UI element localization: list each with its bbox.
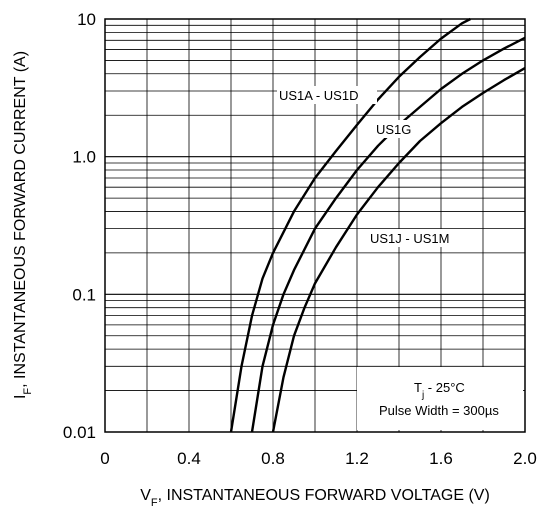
series-label-us1j-us1m: US1J - US1M: [370, 231, 449, 246]
series-line-2: [250, 36, 526, 433]
series-line-3: [271, 67, 526, 433]
y-tick-labels: 0.01 0.1 1.0 10: [63, 10, 96, 442]
x-tick-label: 0.4: [177, 449, 201, 468]
label-bg-us1j: [368, 229, 480, 247]
x-tick-label: 0.8: [261, 449, 285, 468]
curves: [229, 17, 526, 433]
conditions-line2: Pulse Width = 300µs: [379, 403, 499, 418]
series-label-us1g: US1G: [376, 122, 411, 137]
conditions-box: [357, 367, 523, 430]
x-tick-label: 2.0: [513, 449, 537, 468]
conditions-line1: Tj - 25°C: [414, 380, 465, 401]
y-tick-label: 10: [77, 10, 96, 29]
label-bg-us1g: [374, 120, 420, 138]
y-tick-label: 0.01: [63, 423, 96, 442]
y-axis-label: IF, INSTANTANEOUS FORWARD CURRENT (A): [12, 51, 34, 399]
series-line-1: [229, 17, 471, 433]
x-tick-label: 1.2: [345, 449, 369, 468]
x-tick-label: 0: [100, 449, 109, 468]
y-tick-label: 0.1: [72, 285, 96, 304]
y-tick-label: 1.0: [72, 148, 96, 167]
x-tick-label: 1.6: [429, 449, 453, 468]
label-bg-us1a: [277, 86, 377, 104]
series-label-us1a-us1d: US1A - US1D: [279, 88, 358, 103]
plot-frame: [104, 18, 526, 433]
x-tick-labels: 0 0.4 0.8 1.2 1.6 2.0: [100, 449, 537, 468]
x-axis-label: VF, INSTANTANEOUS FORWARD VOLTAGE (V): [140, 487, 490, 509]
